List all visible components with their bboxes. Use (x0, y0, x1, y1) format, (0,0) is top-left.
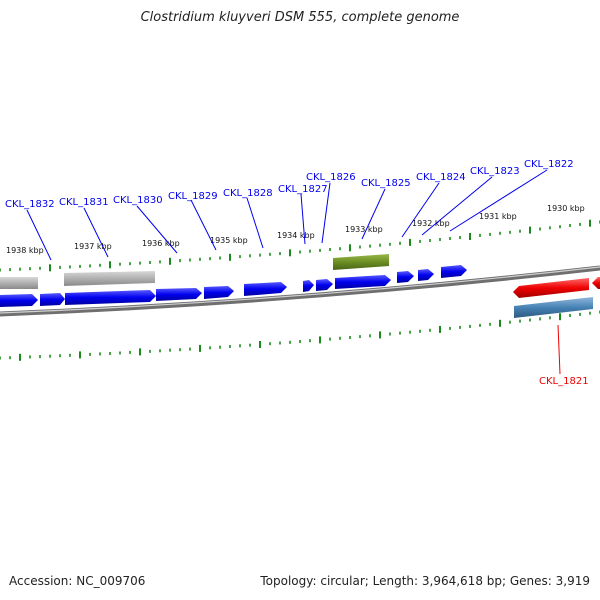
forward-gene-arrow[interactable] (397, 271, 414, 283)
forward-gene-arrow[interactable] (0, 294, 38, 307)
outer-scale-ticks (0, 219, 600, 272)
pseudo-gene-feature[interactable] (64, 271, 155, 286)
forward-gene-arrow[interactable] (418, 269, 434, 281)
scale-label-1938: 1938 kbp (6, 246, 44, 255)
forward-gene-arrow[interactable] (303, 280, 314, 292)
forward-gene-arrow[interactable] (244, 282, 287, 296)
accession-label: Accession: NC_009706 (9, 574, 146, 588)
gene-label-ckl-1827[interactable]: CKL_1827 (278, 184, 328, 195)
gene-label-ckl-1832[interactable]: CKL_1832 (5, 199, 55, 210)
scale-label-1936: 1936 kbp (142, 239, 180, 248)
inner-scale-ticks (0, 310, 600, 361)
gene-label-ckl-1824[interactable]: CKL_1824 (416, 172, 466, 183)
gene-label-ckl-1821[interactable]: CKL_1821 (539, 376, 589, 387)
scale-label-1935: 1935 kbp (210, 236, 248, 245)
forward-gene-arrow[interactable] (441, 265, 467, 278)
gene-label-ckl-1822[interactable]: CKL_1822 (524, 159, 574, 170)
gene-label-ckl-1826[interactable]: CKL_1826 (306, 172, 356, 183)
genome-summary-label: Topology: circular; Length: 3,964,618 bp… (260, 574, 590, 588)
genome-title: Clostridium kluyveri DSM 555, complete g… (140, 10, 460, 25)
scale-label-1930: 1930 kbp (547, 204, 585, 213)
gene-label-ckl-1828[interactable]: CKL_1828 (223, 188, 273, 199)
forward-gene-arrow[interactable] (156, 288, 202, 301)
scale-label-1937: 1937 kbp (74, 242, 112, 251)
pseudo-gene-feature[interactable] (0, 277, 38, 289)
gene-label-ckl-1825[interactable]: CKL_1825 (361, 178, 411, 189)
genome-backbone (0, 265, 600, 317)
forward-gene-arrow[interactable] (65, 290, 156, 305)
forward-gene-arrow[interactable] (204, 286, 234, 299)
scale-label-1932: 1932 kbp (412, 219, 450, 228)
label-leader-lines (26, 169, 561, 375)
forward-gene-arrow[interactable] (40, 293, 65, 306)
reverse-rna-feature[interactable] (514, 297, 593, 318)
gene-label-ckl-1830[interactable]: CKL_1830 (113, 195, 163, 206)
scale-label-1934: 1934 kbp (277, 231, 315, 240)
reverse-gene-arrow[interactable] (513, 278, 589, 298)
gene-label-ckl-1831[interactable]: CKL_1831 (59, 197, 109, 208)
gene-label-ckl-1823[interactable]: CKL_1823 (470, 166, 520, 177)
rna-feature[interactable] (333, 254, 389, 270)
gene-label-ckl-1829[interactable]: CKL_1829 (168, 191, 218, 202)
reverse-gene-arrow[interactable] (592, 277, 600, 289)
scale-label-1931: 1931 kbp (479, 212, 517, 221)
forward-gene-arrow[interactable] (316, 279, 333, 291)
forward-gene-arrow[interactable] (335, 275, 391, 289)
scale-label-1933: 1933 kbp (345, 225, 383, 234)
